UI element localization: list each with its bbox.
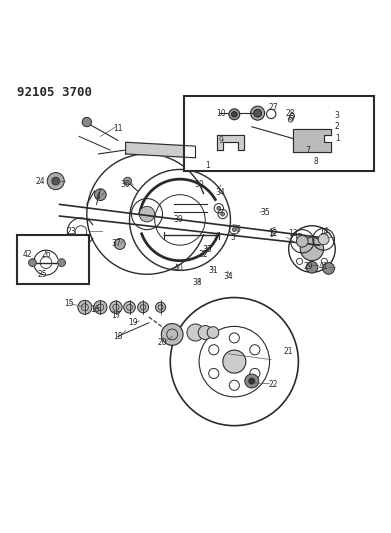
Text: 38: 38	[193, 278, 202, 287]
Text: 42: 42	[23, 251, 32, 260]
Circle shape	[254, 109, 262, 117]
Text: 34: 34	[216, 188, 226, 197]
Text: 25: 25	[37, 270, 47, 279]
Text: 29: 29	[303, 262, 313, 271]
Circle shape	[95, 189, 106, 200]
Text: 11: 11	[113, 124, 123, 133]
Text: 28: 28	[286, 109, 295, 118]
Circle shape	[47, 173, 64, 190]
Text: 30: 30	[194, 181, 204, 189]
Text: 35: 35	[260, 208, 270, 216]
Text: 24: 24	[36, 176, 45, 185]
Polygon shape	[292, 128, 332, 152]
Text: 15: 15	[65, 299, 74, 308]
Circle shape	[229, 109, 240, 120]
Text: 2: 2	[335, 122, 339, 131]
Text: 3: 3	[335, 110, 340, 119]
Text: 18: 18	[113, 332, 123, 341]
Circle shape	[124, 177, 131, 185]
Circle shape	[198, 326, 212, 340]
Text: 16: 16	[90, 305, 99, 314]
Circle shape	[300, 237, 324, 261]
Text: 92105 3700: 92105 3700	[17, 86, 92, 99]
Text: 9: 9	[218, 136, 223, 145]
Circle shape	[94, 301, 107, 314]
Circle shape	[221, 212, 224, 216]
Circle shape	[231, 111, 237, 117]
Circle shape	[306, 262, 318, 273]
Text: 14: 14	[319, 227, 328, 236]
Text: 21: 21	[284, 348, 293, 357]
Circle shape	[82, 117, 91, 127]
Text: 39: 39	[173, 215, 183, 224]
Text: 5: 5	[230, 233, 235, 242]
Text: 12: 12	[268, 229, 278, 238]
Circle shape	[187, 324, 204, 341]
Circle shape	[217, 206, 221, 210]
Bar	[17, 236, 89, 284]
Text: 6: 6	[236, 225, 240, 234]
Text: 34: 34	[224, 272, 233, 281]
Circle shape	[58, 259, 65, 266]
Text: 23: 23	[66, 227, 76, 236]
Circle shape	[207, 327, 219, 338]
Polygon shape	[126, 142, 196, 158]
Text: 17: 17	[111, 311, 121, 319]
Circle shape	[114, 239, 125, 249]
Bar	[184, 96, 374, 172]
Text: 26: 26	[41, 251, 51, 260]
Circle shape	[232, 228, 236, 231]
Circle shape	[29, 259, 36, 266]
Text: 4: 4	[96, 192, 101, 201]
Text: 10: 10	[216, 109, 226, 118]
Text: 31: 31	[208, 266, 218, 275]
Circle shape	[78, 300, 92, 314]
Text: 41: 41	[319, 262, 328, 271]
Circle shape	[52, 177, 59, 185]
Text: 13: 13	[288, 229, 298, 238]
Text: 20: 20	[158, 338, 167, 346]
Circle shape	[139, 206, 155, 222]
Circle shape	[223, 350, 246, 373]
Text: 40: 40	[173, 264, 183, 273]
Text: 27: 27	[268, 103, 278, 112]
Circle shape	[110, 301, 122, 313]
Text: 1: 1	[335, 134, 339, 143]
Circle shape	[323, 263, 334, 274]
Circle shape	[251, 106, 265, 120]
Text: 19: 19	[129, 318, 138, 327]
Polygon shape	[217, 134, 244, 150]
Circle shape	[161, 324, 183, 345]
Circle shape	[318, 234, 329, 245]
Text: 7: 7	[306, 146, 310, 155]
Text: 22: 22	[268, 381, 278, 390]
Text: 1: 1	[205, 161, 210, 170]
Circle shape	[124, 302, 135, 313]
Text: 36: 36	[121, 181, 131, 189]
Circle shape	[156, 302, 166, 312]
Text: 32: 32	[199, 251, 208, 260]
Text: 8: 8	[314, 157, 318, 166]
Text: 33: 33	[202, 245, 212, 254]
Circle shape	[249, 378, 255, 384]
Text: 37: 37	[111, 239, 121, 248]
Circle shape	[245, 374, 259, 388]
Circle shape	[138, 302, 149, 313]
Circle shape	[296, 236, 308, 247]
